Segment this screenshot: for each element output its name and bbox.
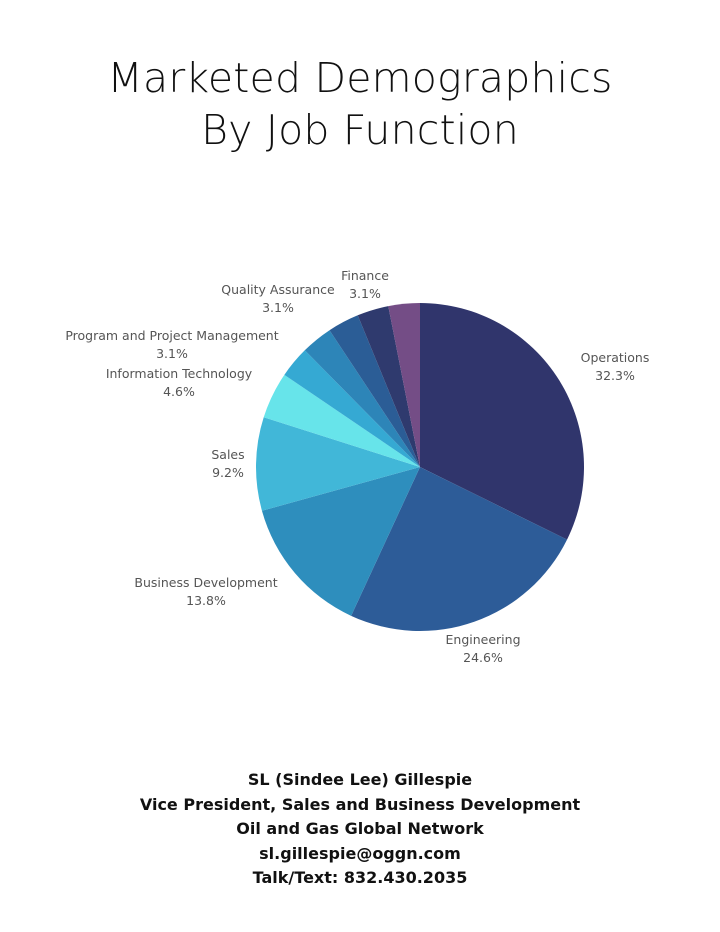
- slice-value-operations: 32.3%: [595, 368, 635, 383]
- slice-value-information-technology: 4.6%: [163, 384, 195, 399]
- contact-email[interactable]: sl.gillespie@oggn.com: [259, 843, 461, 863]
- slice-label-quality-assurance: Quality Assurance: [221, 282, 335, 297]
- pie-slice-unlabeled-7: [329, 315, 420, 467]
- pie-slice-engineering: [351, 467, 568, 632]
- pie-slice-unlabeled-9: [388, 303, 420, 467]
- slice-label-operations: Operations: [581, 350, 650, 365]
- pie-slice-information-technology: [263, 374, 420, 467]
- chart-title-line-1: Marketed Demographics: [107, 54, 613, 102]
- slice-value-finance: 3.1%: [349, 286, 381, 301]
- slice-label-engineering: Engineering: [446, 632, 521, 647]
- pie-slice-sales: [255, 417, 420, 511]
- slice-label-program-and-project-management: Program and Project Management: [65, 328, 278, 343]
- slice-value-business-development: 13.8%: [186, 593, 226, 608]
- contact-position: Vice President, Sales and Business Devel…: [139, 794, 581, 814]
- contact-phone[interactable]: Talk/Text: 832.430.2035: [252, 868, 468, 887]
- pie-slice-operations: [420, 303, 584, 540]
- slice-label-information-technology: Information Technology: [106, 366, 253, 381]
- slice-value-engineering: 24.6%: [463, 650, 503, 665]
- chart-title-line-2: By Job Function: [201, 106, 519, 154]
- contact-name: SL (Sindee Lee) Gillespie: [247, 770, 473, 789]
- slice-value-program-and-project-management: 3.1%: [156, 346, 188, 361]
- pie-slice-business-development: [261, 467, 420, 616]
- chart-title: Marketed Demographics By Job Function: [0, 52, 720, 156]
- slice-label-finance: Finance: [341, 268, 389, 283]
- slice-value-quality-assurance: 3.1%: [262, 300, 294, 315]
- slice-label-business-development: Business Development: [134, 575, 277, 590]
- contact-block: SL (Sindee Lee) Gillespie Vice President…: [0, 768, 720, 891]
- contact-company: Oil and Gas Global Network: [236, 819, 484, 838]
- pie-slice-finance: [357, 306, 420, 467]
- pie-slice-program-and-project-management: [284, 350, 420, 467]
- pie-chart: Operations 32.3% Engineering 24.6% Business …: [65, 268, 650, 665]
- slice-value-sales: 9.2%: [212, 465, 244, 480]
- slice-label-sales: Sales: [211, 447, 244, 462]
- pie-slice-quality-assurance: [304, 330, 420, 467]
